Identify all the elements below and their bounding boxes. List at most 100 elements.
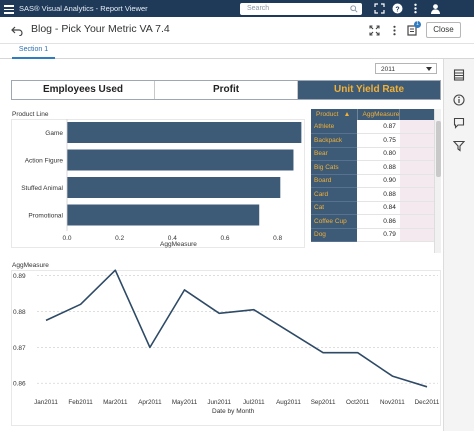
notifications-button[interactable]: 1 (407, 21, 421, 37)
crosstab-header-product-label: Product (316, 111, 339, 118)
search-input[interactable]: Search (240, 3, 362, 15)
tab-section-1[interactable]: Section 1 (12, 44, 55, 59)
crosstab-pad-cell (399, 214, 434, 229)
crosstab-header-aggmeasure[interactable]: AggMeasure (357, 109, 401, 120)
app-title: SAS® Visual Analytics - Report Viewer (19, 4, 148, 13)
sort-ascending-icon (345, 112, 350, 117)
bar-chart-x-title: AggMeasure (160, 241, 197, 248)
line-x-tick-label: Dec2011 (415, 399, 440, 406)
hamburger-menu-icon[interactable] (4, 3, 14, 14)
line-series (45, 269, 428, 388)
crosstab-row[interactable]: Cat 0.84 (311, 201, 434, 215)
line-y-tick-label: 0.87 (13, 345, 26, 352)
crosstab-pad-cell (399, 174, 434, 188)
crosstab-pad-cell (399, 133, 434, 148)
bar-chart-svg[interactable]: Game Action Figure Stuffed Animal Promotion… (8, 109, 305, 257)
section-tabs: Section 1 (0, 44, 474, 59)
crosstab-row[interactable]: Backpack 0.75 (311, 133, 434, 148)
button-profit[interactable]: Profit (155, 81, 298, 99)
product-crosstab: Product AggMeasure Athlete 0.87 Backpack 0.… (311, 109, 441, 253)
line-x-tick-label: Sep2011 (311, 399, 336, 406)
crosstab-product-cell: Card (311, 187, 357, 202)
crosstab-value-cell: 0.75 (357, 133, 400, 148)
bar-category-label: Game (45, 130, 63, 137)
search-placeholder: Search (247, 5, 270, 12)
crosstab-product-cell: Board (311, 174, 357, 188)
expand-icon[interactable] (369, 25, 380, 36)
more-options-icon[interactable] (410, 3, 421, 14)
crosstab-value-cell: 0.84 (357, 201, 400, 215)
search-icon (350, 5, 358, 13)
crosstab-product-cell: Cat (311, 201, 357, 215)
line-chart-svg[interactable]: 0.86 0.87 0.88 0.89 Jan2011 Feb2011 Mar2011 Apr… (8, 262, 443, 431)
bar (67, 122, 302, 143)
crosstab-scroll-thumb[interactable] (436, 121, 441, 177)
crosstab-header-pad (399, 109, 434, 120)
line-chart-frame (11, 270, 441, 426)
bar-x-tick-label: 0.0 (62, 235, 71, 242)
crosstab-header-product[interactable]: Product (311, 109, 358, 120)
report-toolbar: Blog - Pick Your Metric VA 7.4 1 Close (0, 17, 474, 44)
more-options-icon[interactable] (389, 25, 400, 36)
bar-x-tick-label: 0.2 (115, 235, 124, 242)
bar (67, 177, 281, 198)
line-x-tick-label: Nov2011 (380, 399, 405, 406)
help-icon[interactable]: ? (392, 3, 403, 14)
line-y-tick-label: 0.86 (13, 381, 26, 388)
crosstab-product-cell: Dog (311, 228, 357, 242)
metric-button-bar: Employees Used Profit Unit Yield Rate (11, 80, 441, 100)
button-unit-yield-rate[interactable]: Unit Yield Rate (298, 81, 440, 99)
info-icon[interactable] (453, 94, 465, 106)
bar-category-label: Promotional (28, 213, 63, 220)
crosstab-product-cell: Backpack (311, 133, 357, 148)
filter-icon[interactable] (453, 140, 465, 152)
user-avatar-icon[interactable] (430, 3, 441, 14)
report-title: Blog - Pick Your Metric VA 7.4 (31, 23, 170, 35)
crosstab-product-cell: Athlete (311, 120, 357, 134)
bar (67, 204, 260, 226)
bar-x-tick-label: 0.6 (220, 235, 229, 242)
comments-icon (407, 25, 417, 36)
line-x-tick-label: May2011 (172, 399, 198, 406)
line-chart-x-title: Date by Month (212, 408, 255, 415)
right-pane (443, 59, 474, 431)
line-x-tick-label: Jan2011 (34, 399, 58, 406)
svg-text:?: ? (395, 6, 399, 13)
line-x-tick-label: Aug2011 (276, 399, 301, 406)
back-icon[interactable] (11, 25, 23, 36)
crosstab-value-cell: 0.88 (357, 160, 400, 175)
bar (67, 149, 294, 171)
product-line-bar-chart: Product Line Game Action Figure Stuffed An… (8, 109, 305, 257)
line-y-tick-label: 0.88 (13, 309, 26, 316)
crosstab-row[interactable]: Big Cats 0.88 (311, 160, 434, 175)
crosstab-product-cell: Big Cats (311, 160, 357, 175)
fullscreen-icon[interactable] (374, 3, 385, 14)
close-button[interactable]: Close (426, 22, 461, 38)
line-x-tick-label: Feb2011 (68, 399, 93, 406)
crosstab-row[interactable]: Athlete 0.87 (311, 120, 434, 134)
year-dropdown[interactable]: 2011 (375, 63, 437, 74)
crosstab-row[interactable]: Bear 0.80 (311, 147, 434, 161)
crosstab-scrollbar[interactable] (434, 109, 441, 253)
button-employees-used[interactable]: Employees Used (12, 81, 155, 99)
crosstab-value-cell: 0.88 (357, 187, 400, 202)
crosstab-value-cell: 0.90 (357, 174, 400, 188)
year-dropdown-value: 2011 (381, 65, 395, 73)
line-x-tick-label: Oct2011 (346, 399, 370, 406)
crosstab-row[interactable]: Dog 0.79 (311, 228, 434, 242)
crosstab-value-cell: 0.80 (357, 147, 400, 161)
crosstab-table: Product AggMeasure Athlete 0.87 Backpack 0.… (311, 109, 434, 242)
crosstab-value-cell: 0.86 (357, 214, 400, 229)
crosstab-pad-cell (399, 228, 434, 242)
crosstab-row[interactable]: Card 0.88 (311, 187, 434, 202)
comment-icon[interactable] (453, 117, 465, 129)
crosstab-pad-cell (399, 160, 434, 175)
app-bar: SAS® Visual Analytics - Report Viewer Se… (0, 0, 474, 17)
bar-category-label: Stuffed Animal (21, 185, 63, 192)
bar-x-tick-label: 0.4 (168, 235, 177, 242)
crosstab-product-cell: Bear (311, 147, 357, 161)
crosstab-row[interactable]: Coffee Cup 0.86 (311, 214, 434, 229)
crosstab-pad-cell (399, 187, 434, 202)
crosstab-row[interactable]: Board 0.90 (311, 174, 434, 188)
data-table-icon[interactable] (453, 69, 465, 81)
